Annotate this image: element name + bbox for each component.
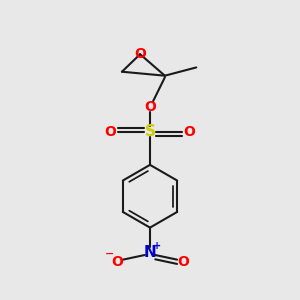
Text: N: N <box>144 245 156 260</box>
Text: S: S <box>145 124 155 139</box>
Text: +: + <box>153 242 161 251</box>
Text: O: O <box>111 255 123 269</box>
Text: −: − <box>105 249 114 259</box>
Text: O: O <box>144 100 156 114</box>
Text: O: O <box>134 47 146 61</box>
Text: O: O <box>184 125 196 139</box>
Text: O: O <box>177 255 189 269</box>
Text: O: O <box>104 125 116 139</box>
